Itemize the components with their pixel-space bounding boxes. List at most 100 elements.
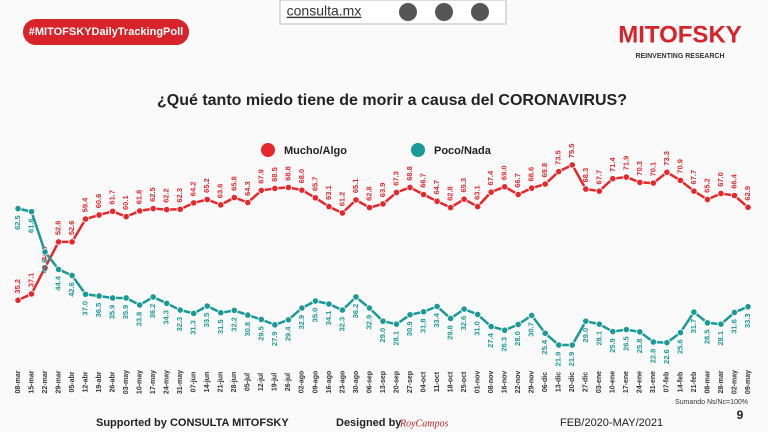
x-tick-label: 03-may [123, 370, 130, 394]
hashtag: #MITOFSKYDailyTrackingPoll [29, 26, 183, 38]
point [622, 325, 630, 334]
point [136, 207, 144, 215]
data-label: 42.6 [67, 282, 76, 297]
point [203, 302, 211, 310]
data-label: 32.3 [337, 317, 346, 332]
point [244, 311, 252, 319]
data-label: 35.0 [310, 308, 319, 323]
point [95, 211, 103, 219]
facebook-icon[interactable] [435, 3, 453, 21]
data-label: 33.8 [135, 312, 144, 327]
data-label: 68.8 [283, 166, 292, 181]
data-label: 28.0 [513, 331, 522, 346]
data-label: 35.9 [108, 305, 117, 320]
point [446, 314, 455, 323]
point [365, 203, 374, 212]
page-number: 9 [737, 408, 744, 422]
x-tick-label: 10-may [137, 370, 144, 394]
data-label: 31.3 [189, 320, 198, 335]
x-tick-label: 20-sep [393, 371, 400, 393]
data-label: 29.5 [256, 326, 265, 341]
point [14, 205, 22, 213]
data-label: 66.4 [729, 173, 738, 188]
point [636, 178, 644, 186]
point [730, 191, 739, 200]
x-tick-label: 08-mar [704, 370, 711, 393]
x-tick-label: 19-jul [272, 373, 279, 391]
point [514, 190, 522, 199]
point [109, 294, 117, 302]
point [460, 305, 468, 313]
data-label: 28.1 [594, 331, 603, 346]
point [528, 311, 536, 320]
data-label: 63.1 [324, 185, 333, 200]
point [474, 202, 482, 211]
point [230, 306, 238, 315]
point [487, 188, 495, 196]
point [122, 294, 130, 302]
point [54, 238, 63, 246]
data-label: 29.8 [446, 325, 455, 340]
data-label: 25.4 [540, 339, 549, 354]
data-label: 64.7 [432, 180, 441, 195]
point [487, 322, 495, 331]
footer-period: FEB/2020-MAY/2021 [560, 417, 663, 429]
x-tick-label: 30-ago [353, 371, 360, 394]
point [433, 197, 441, 205]
point [149, 293, 157, 301]
youtube-icon[interactable] [471, 3, 489, 21]
point [609, 175, 617, 183]
x-tick-label: 04-oct [420, 371, 427, 392]
data-label: 67.9 [256, 169, 265, 184]
point [271, 184, 279, 193]
x-tick-label: 23-ago [339, 371, 346, 394]
legend-swatch [261, 143, 275, 157]
x-tick-label: 06-dic [542, 372, 549, 392]
data-label: 64.3 [243, 181, 252, 196]
point [555, 341, 563, 349]
data-label: 70.9 [675, 159, 684, 174]
x-tick-label: 21-jun [218, 372, 225, 393]
x-tick-label: 08-nov [488, 371, 495, 394]
data-label: 32.9 [364, 315, 373, 330]
point [203, 195, 211, 204]
point [703, 195, 712, 204]
point [609, 327, 617, 336]
point [163, 299, 171, 307]
point [325, 300, 333, 308]
point [595, 320, 603, 328]
point [27, 208, 36, 216]
x-tick-label: 06-sep [366, 371, 373, 393]
x-tick-label: 16-nov [502, 371, 509, 394]
point [474, 310, 482, 319]
point [325, 202, 333, 211]
data-label: 71.4 [608, 157, 617, 172]
x-tick-label: 10-ene [610, 371, 617, 393]
point [352, 293, 360, 301]
point [217, 309, 225, 317]
x-tick-label: 05-abr [69, 371, 76, 392]
point [136, 301, 144, 309]
x-tick-label: 29-mar [55, 370, 62, 393]
data-label: 37.0 [81, 301, 90, 316]
x-tick-label: 05-jul [245, 373, 252, 391]
data-label: 29.0 [378, 328, 387, 343]
point [528, 184, 536, 192]
point [338, 209, 347, 217]
data-label: 65.2 [202, 178, 211, 193]
data-label: 67.7 [689, 170, 698, 185]
legend-label: Mucho/Algo [284, 145, 347, 157]
point [541, 329, 549, 337]
site-link[interactable]: consulta.mx [287, 3, 362, 19]
data-label: 68.5 [270, 167, 279, 182]
data-label: 63.6 [216, 184, 225, 199]
point [176, 306, 184, 314]
x-tick-label: 19-abr [96, 371, 103, 392]
x-tick-label: 16-ago [326, 371, 333, 394]
x-tick-label: 22-mar [42, 370, 49, 393]
twitter-icon[interactable] [399, 3, 417, 21]
data-label: 35.9 [121, 305, 130, 320]
point [663, 339, 671, 347]
data-label: 65.3 [459, 178, 468, 193]
data-label: 68.0 [297, 169, 306, 184]
